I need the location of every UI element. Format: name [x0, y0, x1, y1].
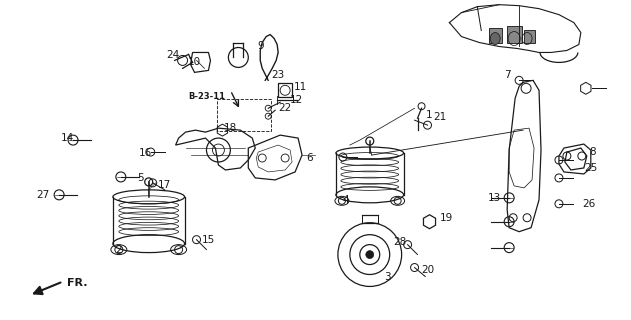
Text: 9: 9 [257, 42, 264, 52]
Text: 5: 5 [138, 173, 144, 183]
Text: 25: 25 [584, 163, 598, 173]
Text: 13: 13 [488, 193, 501, 203]
Text: 27: 27 [37, 190, 50, 200]
Text: 11: 11 [293, 82, 307, 92]
Bar [278, 83, 292, 97]
Text: 7: 7 [504, 70, 510, 80]
Text: 3: 3 [384, 273, 391, 283]
FancyBboxPatch shape [507, 26, 522, 43]
Text: 19: 19 [440, 213, 453, 223]
Text: 12: 12 [290, 95, 303, 105]
Text: 6: 6 [307, 153, 314, 163]
Text: 16: 16 [139, 148, 152, 158]
Text: B-23-11: B-23-11 [189, 92, 225, 101]
Text: 24: 24 [166, 51, 179, 60]
FancyBboxPatch shape [489, 28, 502, 43]
Text: FR.: FR. [67, 278, 88, 288]
Text: 18: 18 [224, 123, 237, 133]
Text: 15: 15 [202, 235, 215, 245]
Ellipse shape [490, 33, 500, 44]
FancyBboxPatch shape [524, 30, 534, 43]
Text: 23: 23 [271, 70, 285, 80]
Text: 2: 2 [115, 244, 122, 255]
Text: 20: 20 [421, 265, 434, 275]
Text: 17: 17 [158, 180, 171, 190]
Circle shape [366, 251, 374, 259]
Text: 8: 8 [589, 147, 596, 157]
Text: 4: 4 [343, 195, 349, 205]
Text: 22: 22 [278, 103, 292, 113]
Text: 26: 26 [582, 199, 596, 209]
Text: 14: 14 [61, 133, 74, 143]
Text: 1: 1 [426, 110, 433, 120]
Text: 10: 10 [188, 57, 201, 68]
Text: 28: 28 [393, 237, 406, 247]
Text: 21: 21 [433, 112, 446, 122]
